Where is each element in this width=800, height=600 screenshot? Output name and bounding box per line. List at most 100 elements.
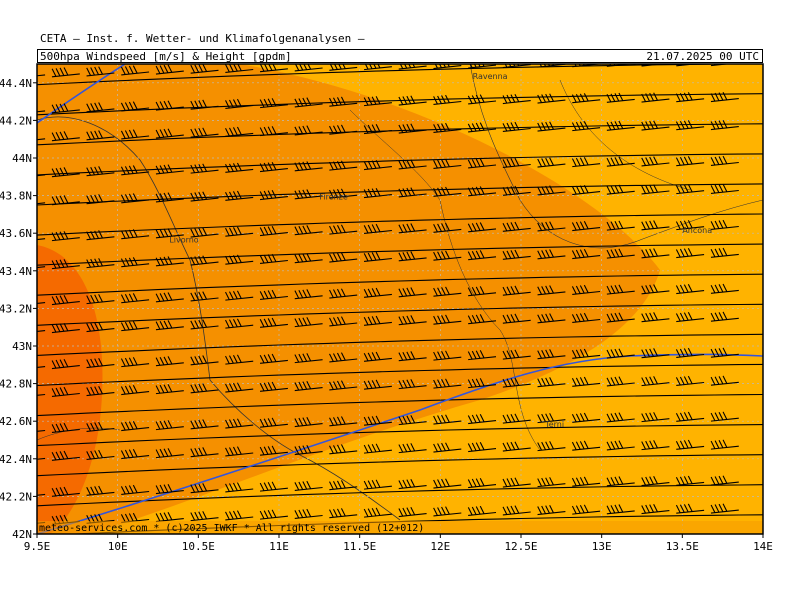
wind-barb <box>675 184 705 195</box>
wind-barb <box>363 443 392 454</box>
wind-barb <box>363 159 392 171</box>
wind-barb <box>259 289 288 300</box>
height-contour <box>37 273 763 296</box>
wind-barb <box>51 131 80 142</box>
wind-barb <box>398 287 427 298</box>
wind-barb <box>571 284 601 295</box>
wind-barb <box>86 449 115 460</box>
wind-barb <box>155 100 184 111</box>
valid-time-label: 21.07.2025 00 UTC <box>646 50 759 63</box>
longitude-axis: 9.5E 10E 10.5E 11E 11.5E 12E 12.5E 13E 13.5E 14E <box>24 534 773 553</box>
wind-barb <box>606 248 635 259</box>
windspeed-band-medium <box>37 64 660 534</box>
wind-barb <box>641 348 670 359</box>
wind-barb <box>502 185 531 196</box>
wind-barb <box>86 66 115 77</box>
wind-barb <box>363 123 392 135</box>
wind-barb <box>606 348 635 359</box>
wind-barb <box>502 505 531 516</box>
wind-barb <box>37 238 46 243</box>
city-label: Livorno <box>169 236 199 245</box>
wind-barb <box>51 386 80 397</box>
wind-barb <box>155 192 184 203</box>
wind-barb <box>433 250 462 261</box>
height-contour <box>37 333 763 356</box>
city-label: Ancona <box>682 226 712 235</box>
wind-barb <box>606 220 635 231</box>
wind-barb <box>155 128 184 139</box>
y-tick-label: 43.4N <box>0 265 32 278</box>
wind-barb <box>710 375 739 386</box>
wind-barb <box>190 64 219 74</box>
wind-barb <box>37 110 46 115</box>
wind-barb <box>363 96 392 107</box>
wind-barb <box>259 353 288 364</box>
wind-barb <box>398 95 427 106</box>
wind-barb <box>294 189 323 200</box>
wind-barb <box>120 101 150 112</box>
wind-barb <box>294 225 323 236</box>
wind-barb <box>606 156 635 167</box>
wind-barb <box>502 441 531 452</box>
wind-barb <box>537 377 566 388</box>
wind-barb <box>641 475 670 487</box>
x-tick-label: 12.5E <box>504 540 537 553</box>
wind-barb <box>225 446 254 457</box>
map-frame <box>36 63 764 535</box>
wind-barb <box>294 480 323 491</box>
wind-barb <box>606 284 635 295</box>
wind-barb <box>467 477 497 489</box>
wind-barb <box>710 439 739 450</box>
wind-barb <box>710 247 739 258</box>
wind-barb <box>155 64 184 75</box>
wind-barb <box>86 357 115 369</box>
wind-barb <box>225 418 254 429</box>
wind-barb <box>398 159 427 170</box>
wind-barb <box>433 442 462 453</box>
wind-barb <box>502 93 531 105</box>
wind-barb <box>641 220 670 231</box>
wind-barb <box>120 321 150 332</box>
wind-barb <box>537 477 566 488</box>
wind-barb <box>571 121 601 132</box>
wind-barb <box>675 411 705 422</box>
y-tick-label: 43N <box>12 340 32 353</box>
wind-barb <box>537 93 566 104</box>
wind-barb <box>329 224 358 235</box>
wind-barb <box>502 221 531 232</box>
wind-barb <box>225 190 254 201</box>
wind-barb <box>86 166 115 177</box>
wind-barb <box>225 162 254 173</box>
wind-barb <box>329 96 358 107</box>
wind-barb <box>51 259 80 270</box>
wind-barb <box>433 414 462 425</box>
wind-barb <box>363 415 392 426</box>
wind-barb <box>467 441 497 453</box>
y-tick-label: 42.4N <box>0 453 32 466</box>
wind-barb <box>537 313 566 324</box>
wind-barb <box>294 64 323 72</box>
wind-barb <box>433 94 462 105</box>
y-tick-label: 42.2N <box>0 490 32 503</box>
wind-barb <box>398 351 427 362</box>
wind-barb <box>433 314 462 325</box>
wind-barb <box>120 65 150 76</box>
wind-barb <box>467 186 497 197</box>
wind-barb <box>51 358 80 370</box>
wind-barb <box>37 366 46 371</box>
wind-barb <box>606 504 635 515</box>
wind-barb <box>190 227 219 238</box>
wind-barb <box>86 421 115 432</box>
x-tick-label: 10.5E <box>182 540 215 553</box>
wind-barb <box>641 440 670 451</box>
wind-barb <box>710 219 739 230</box>
wind-barb <box>294 97 323 108</box>
wind-barb <box>606 440 635 451</box>
footer-band <box>37 521 763 534</box>
wind-barb <box>294 380 323 392</box>
wind-barb <box>225 354 254 365</box>
wind-barb <box>641 156 670 167</box>
wind-barb <box>259 445 288 456</box>
wind-barb <box>329 380 358 391</box>
